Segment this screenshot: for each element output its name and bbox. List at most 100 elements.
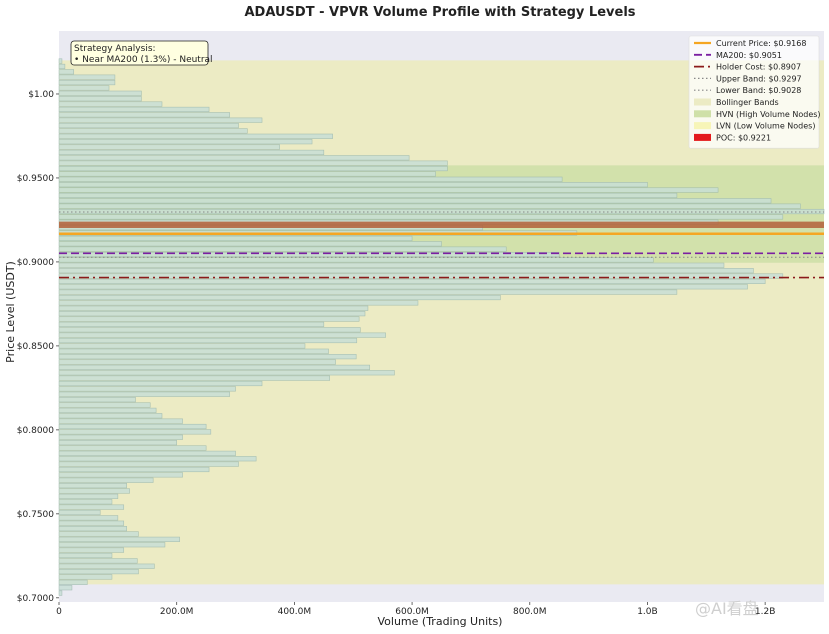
volume-bar bbox=[58, 375, 330, 381]
volume-bar bbox=[58, 563, 155, 569]
volume-bar bbox=[58, 343, 306, 349]
volume-bar bbox=[58, 520, 125, 526]
volume-bar bbox=[58, 359, 336, 365]
volume-bar bbox=[58, 182, 648, 188]
volume-bar bbox=[58, 386, 236, 392]
volume-bar bbox=[58, 289, 678, 295]
legend-label: POC: $0.9221 bbox=[716, 133, 771, 142]
y-tick-label: $0.7000 bbox=[17, 594, 54, 604]
volume-bar bbox=[58, 440, 177, 446]
legend-label: Bollinger Bands bbox=[716, 98, 779, 107]
volume-bar bbox=[58, 187, 719, 193]
volume-bar bbox=[58, 488, 130, 494]
volume-bar bbox=[58, 203, 801, 209]
y-tick-label: $1.00 bbox=[28, 90, 54, 100]
volume-bar bbox=[58, 246, 507, 252]
volume-bar bbox=[58, 407, 157, 413]
volume-bar bbox=[58, 456, 257, 462]
volume-bar bbox=[58, 337, 358, 344]
volume-bar bbox=[58, 380, 263, 387]
legend-swatch bbox=[694, 98, 711, 106]
volume-bar bbox=[58, 171, 436, 177]
volume-bar bbox=[58, 192, 678, 198]
volume-bar bbox=[58, 466, 210, 473]
volume-bar bbox=[58, 278, 766, 284]
volume-bar bbox=[58, 536, 180, 542]
watermark: @AI看盘 bbox=[695, 599, 759, 618]
annotation-line: • Near MA200 (1.3%) - Neutral bbox=[74, 55, 213, 65]
strategy-lines bbox=[59, 211, 824, 279]
chart-title: ADAUSDT - VPVR Volume Profile with Strat… bbox=[244, 5, 635, 20]
strategy-analysis-box: Strategy Analysis: • Near MA200 (1.3%) -… bbox=[70, 40, 213, 66]
volume-bar bbox=[58, 300, 419, 306]
volume-bar bbox=[58, 515, 119, 521]
volume-bar bbox=[58, 429, 212, 435]
volume-bar bbox=[58, 208, 825, 215]
volume-bar bbox=[58, 128, 248, 134]
volume-bar bbox=[58, 558, 138, 564]
volume-bar bbox=[58, 574, 113, 580]
volume-bar bbox=[58, 79, 116, 86]
x-tick-label: 1.0B bbox=[637, 607, 658, 617]
volume-bar bbox=[58, 579, 88, 585]
volume-bar bbox=[58, 472, 183, 478]
volume-bar bbox=[58, 284, 748, 290]
volume-bar bbox=[58, 327, 361, 333]
legend-label: Lower Band: $0.9028 bbox=[716, 86, 801, 95]
x-tick-label: 400.0M bbox=[278, 607, 312, 617]
x-tick-label: 200.0M bbox=[160, 607, 194, 617]
volume-bar bbox=[58, 96, 142, 102]
volume-bar bbox=[58, 214, 784, 220]
volume-bar bbox=[58, 504, 125, 510]
volume-bar bbox=[58, 90, 142, 96]
poc-bar bbox=[59, 221, 824, 228]
volume-bar bbox=[58, 112, 230, 118]
legend-label: HVN (High Volume Nodes) bbox=[716, 110, 821, 119]
volume-bar bbox=[58, 133, 333, 139]
volume-bar bbox=[58, 477, 154, 483]
volume-bar bbox=[58, 364, 371, 370]
volume-bar bbox=[58, 493, 119, 499]
volume-bar bbox=[58, 418, 183, 424]
volume-bar bbox=[58, 542, 166, 548]
volume-bar bbox=[58, 499, 113, 505]
volume-bar bbox=[58, 590, 63, 596]
volume-bar bbox=[58, 176, 563, 182]
volume-bar bbox=[58, 139, 313, 145]
volume-bar bbox=[58, 552, 113, 559]
axes: 0 200.0M 400.0M 600.0M 800.0M 1.0B 1.2B $0.7000… bbox=[17, 90, 776, 617]
volume-bar bbox=[58, 526, 127, 532]
x-tick-label: 600.0M bbox=[395, 607, 429, 617]
volume-bar bbox=[58, 241, 442, 247]
volume-bar bbox=[58, 144, 280, 150]
volume-bar bbox=[58, 58, 63, 64]
legend-label: LVN (Low Volume Nodes) bbox=[716, 122, 815, 131]
volume-bar bbox=[58, 413, 163, 419]
volume-bar bbox=[58, 483, 127, 489]
x-tick-label: 0 bbox=[56, 607, 62, 617]
volume-bar bbox=[58, 423, 207, 430]
volume-bar bbox=[58, 354, 357, 360]
volume-bar bbox=[58, 165, 448, 172]
volume-bar bbox=[58, 251, 560, 258]
volume-bar bbox=[58, 547, 125, 553]
volume-bar bbox=[58, 569, 139, 575]
legend-swatch bbox=[694, 133, 711, 141]
y-tick-label: $0.9500 bbox=[17, 174, 54, 184]
volume-bar bbox=[58, 348, 329, 354]
volume-bar bbox=[58, 117, 263, 123]
volume-bar bbox=[58, 321, 325, 327]
legend: Current Price: $0.9168 MA200: $0.9051 Hold… bbox=[688, 35, 821, 149]
volume-bar bbox=[58, 402, 151, 408]
volume-bar bbox=[58, 305, 369, 311]
volume-bar bbox=[58, 461, 239, 467]
legend-swatch bbox=[694, 122, 711, 130]
y-tick-label: $0.8000 bbox=[17, 426, 54, 436]
annotation-title: Strategy Analysis: bbox=[74, 44, 156, 54]
volume-bar bbox=[58, 149, 325, 156]
y-tick-label: $0.8500 bbox=[17, 342, 54, 352]
volume-bar bbox=[58, 445, 207, 451]
volume-bar bbox=[58, 74, 116, 80]
legend-label: Upper Band: $0.9297 bbox=[716, 74, 802, 83]
